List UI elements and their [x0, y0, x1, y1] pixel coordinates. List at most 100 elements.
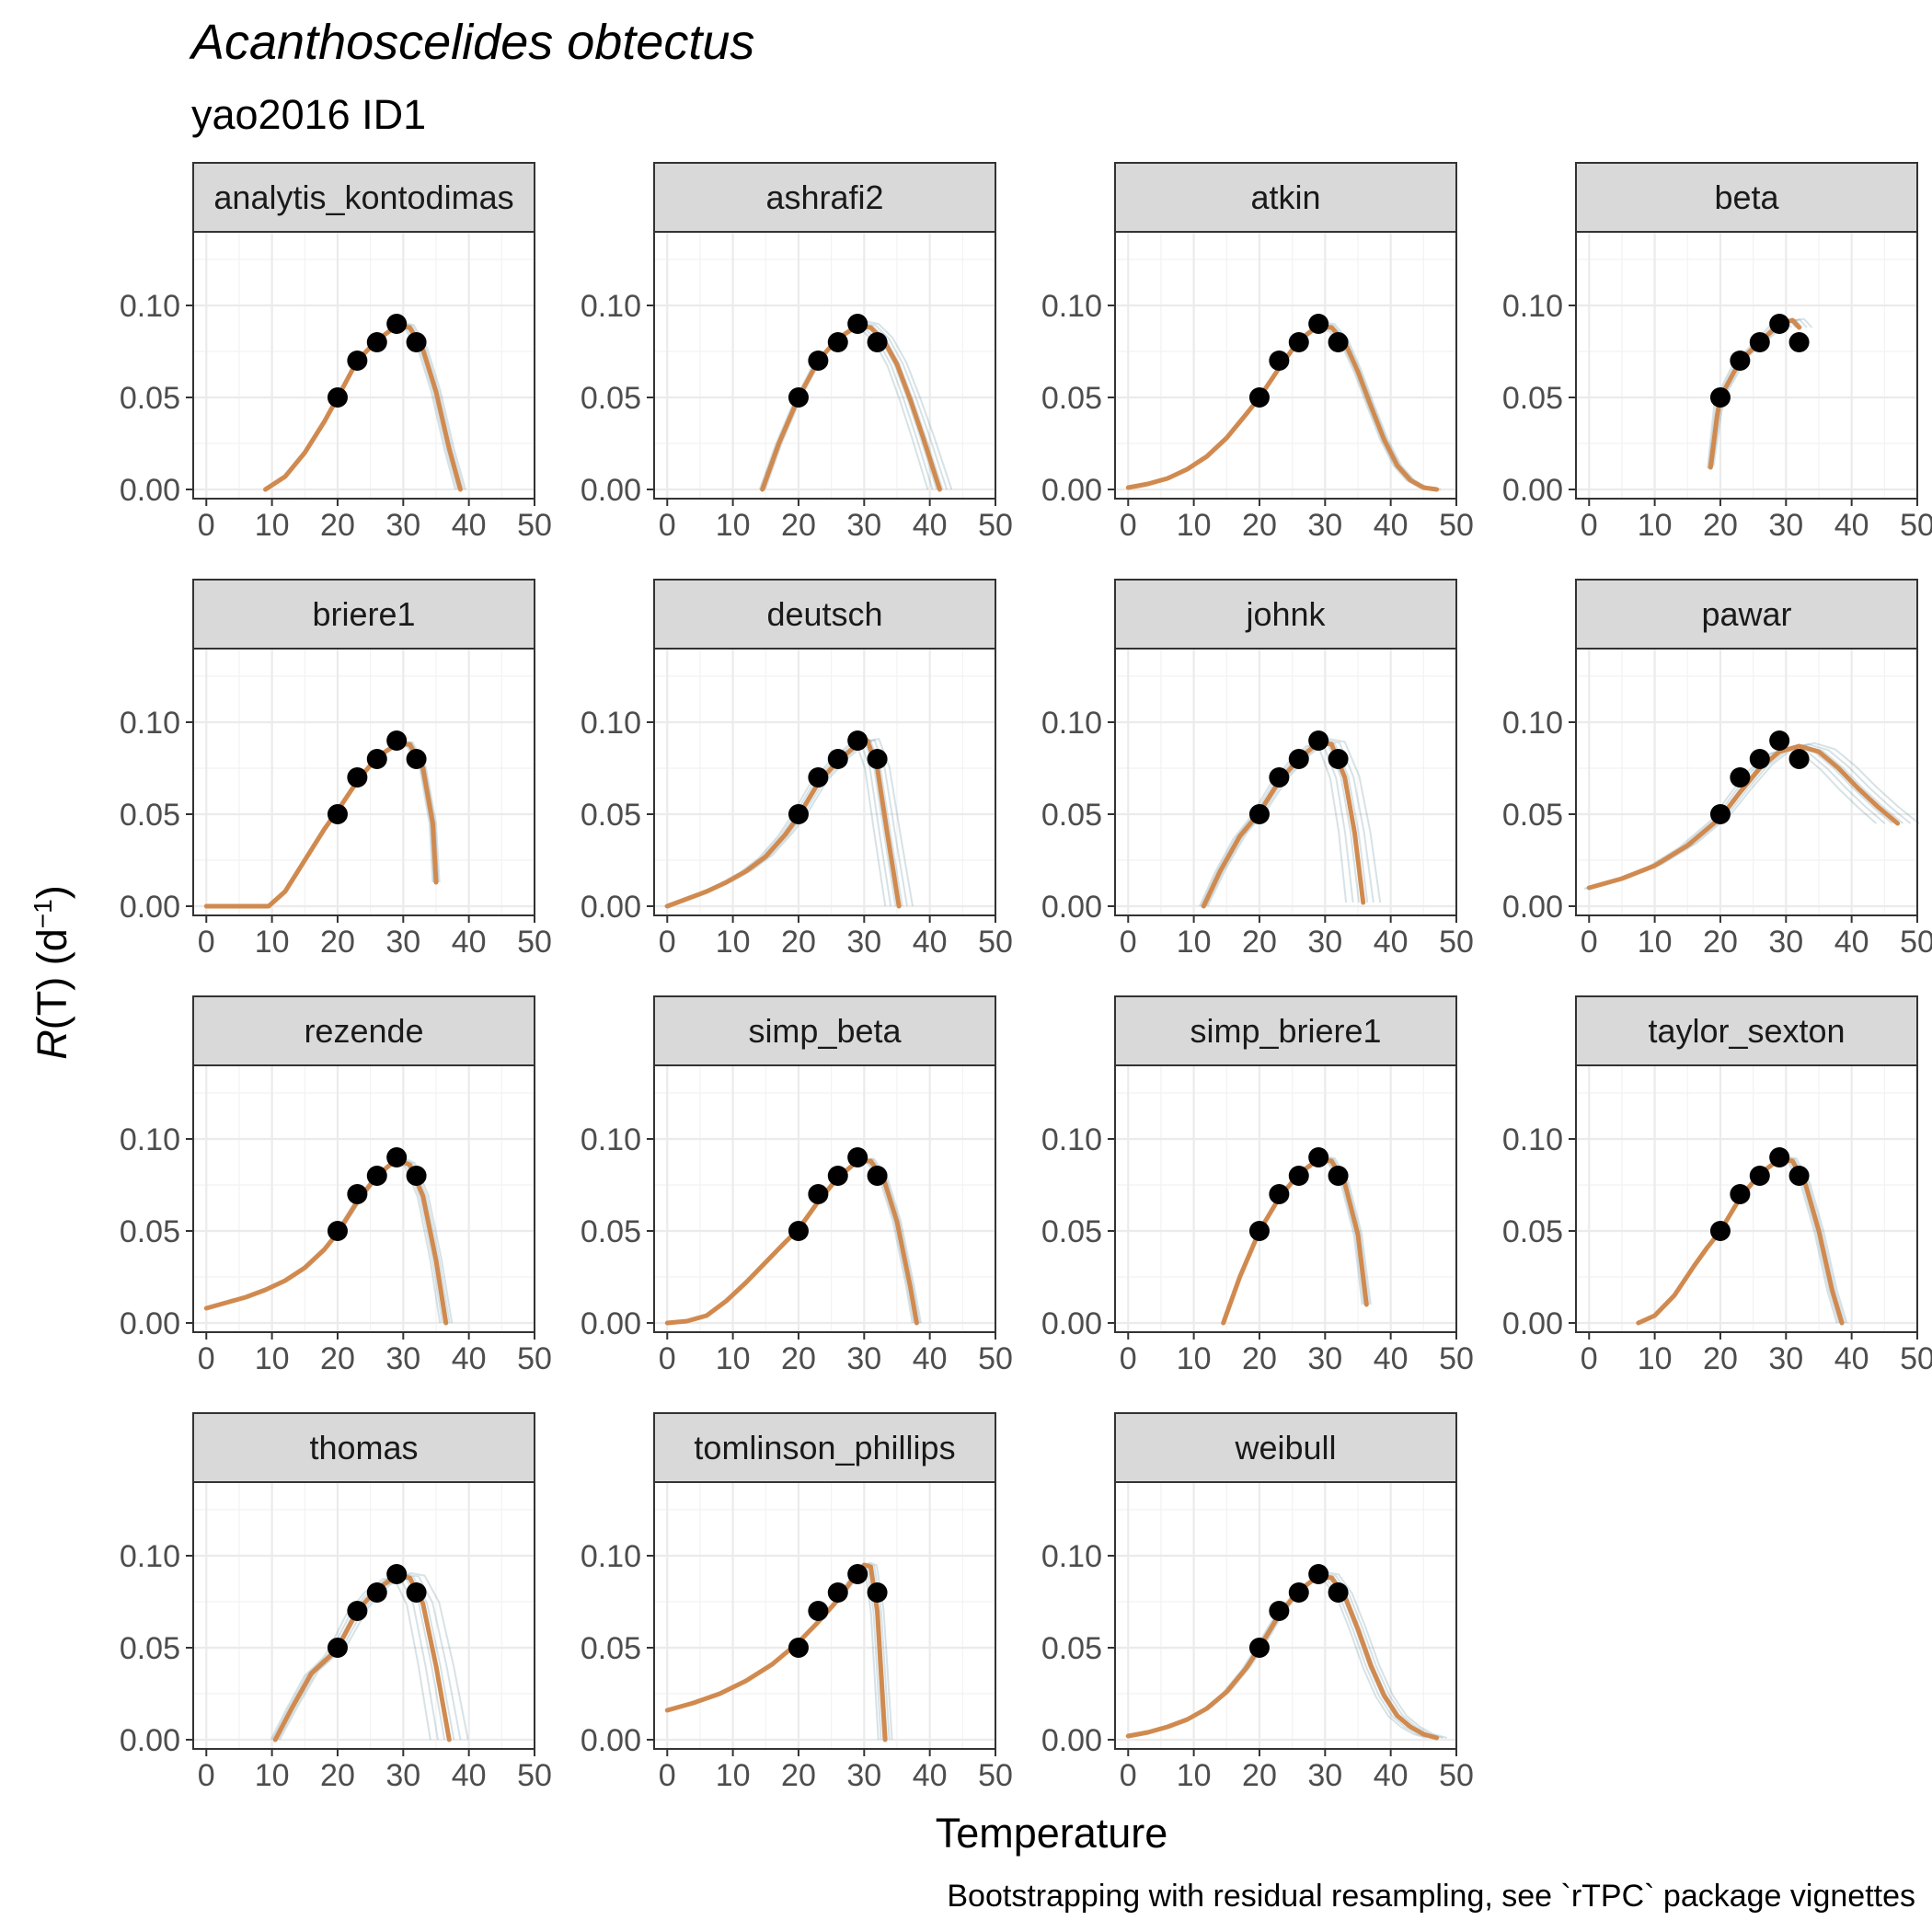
bootstrap-line	[1593, 742, 1920, 888]
y-tick-label: 0.00	[581, 473, 641, 508]
panel-border	[1114, 1481, 1457, 1750]
data-point	[1288, 749, 1309, 769]
y-tick-label: 0.00	[581, 890, 641, 925]
x-tick-label: 40	[913, 1758, 948, 1793]
x-tick-label: 0	[198, 1758, 215, 1793]
x-tick-label: 50	[978, 1758, 1013, 1793]
data-point	[827, 1166, 848, 1186]
facet-strip-label: atkin	[1250, 178, 1320, 216]
x-tick-label: 20	[1242, 1341, 1277, 1376]
panel-taylor-sexton: taylor_sexton 0 10 20 30 40 50 0.00 0.05 0.10	[1502, 995, 1932, 1376]
panel-border	[653, 231, 996, 500]
y-tick-label: 0.00	[1502, 1306, 1563, 1341]
x-tick-label: 0	[198, 508, 215, 543]
data-point	[386, 1564, 408, 1584]
panel-border	[653, 1064, 996, 1333]
data-point	[1269, 1184, 1290, 1204]
y-tick-label: 0.10	[1041, 1539, 1102, 1574]
data-point	[1749, 1166, 1770, 1186]
data-point	[1788, 1166, 1810, 1186]
x-tick-label: 0	[1581, 1341, 1598, 1376]
fit-line	[1221, 1156, 1369, 1326]
fit-line	[1125, 1573, 1440, 1741]
x-tick-label: 20	[320, 1341, 355, 1376]
x-tick-label: 50	[978, 508, 1013, 543]
x-tick-label: 10	[1177, 508, 1212, 543]
data-point	[867, 1582, 888, 1603]
panel-border	[192, 231, 535, 500]
facet-strip-label: simp_beta	[748, 1012, 902, 1050]
x-tick-label: 0	[1120, 508, 1137, 543]
y-axis-title-symbol: R	[29, 1029, 75, 1060]
data-point	[366, 1582, 387, 1603]
x-tick-label: 50	[517, 508, 552, 543]
y-tick-label: 0.10	[1502, 1122, 1563, 1157]
data-point	[1328, 332, 1349, 352]
data-point	[1769, 1147, 1790, 1167]
data-point	[847, 314, 868, 334]
panel-briere1: briere1 0 10 20 30 40 50 0.00 0.05 0.10	[120, 579, 552, 960]
x-tick-label: 10	[255, 925, 290, 960]
x-tick-label: 20	[1242, 508, 1277, 543]
data-point	[808, 1601, 829, 1621]
panel-border	[1575, 231, 1918, 500]
data-point	[1749, 749, 1770, 769]
x-tick-label: 30	[385, 1758, 420, 1793]
data-point	[327, 387, 348, 408]
data-point	[1288, 332, 1309, 352]
y-tick-label: 0.00	[1041, 890, 1102, 925]
facet-strip-label: briere1	[312, 595, 415, 633]
data-point	[808, 351, 829, 371]
x-tick-label: 50	[1900, 925, 1932, 960]
data-point	[386, 1147, 408, 1167]
x-tick-label: 40	[452, 1341, 487, 1376]
x-tick-label: 50	[517, 1758, 552, 1793]
x-tick-label: 0	[198, 925, 215, 960]
x-tick-label: 30	[1768, 1341, 1803, 1376]
y-tick-label: 0.05	[1041, 381, 1102, 416]
x-tick-label: 20	[320, 508, 355, 543]
x-tick-label: 30	[385, 508, 420, 543]
panel-rezende: rezende 0 10 20 30 40 50 0.00 0.05 0.10	[120, 995, 552, 1376]
x-tick-label: 40	[1374, 925, 1409, 960]
data-point	[1788, 332, 1810, 352]
data-point	[1730, 767, 1751, 788]
y-axis-title-body: (T) (d	[29, 928, 75, 1029]
data-point	[827, 332, 848, 352]
x-tick-label: 40	[913, 1341, 948, 1376]
data-point	[1269, 351, 1290, 371]
x-tick-label: 30	[1307, 925, 1342, 960]
x-tick-label: 40	[1834, 508, 1869, 543]
facet-strip-label: rezende	[304, 1012, 423, 1050]
x-tick-label: 40	[452, 1758, 487, 1793]
x-tick-label: 40	[1834, 1341, 1869, 1376]
panel-border	[1575, 648, 1918, 916]
x-tick-label: 0	[659, 1758, 676, 1793]
y-tick-label: 0.05	[1502, 1214, 1563, 1249]
data-point	[1709, 387, 1731, 408]
data-point	[808, 1184, 829, 1204]
data-point	[1328, 1166, 1349, 1186]
facet-panels: analytis_kontodimas 0 10 20 30 40 50 0.00 0.05 0.…	[120, 162, 1932, 1793]
x-tick-label: 40	[913, 925, 948, 960]
data-point	[406, 1582, 427, 1603]
x-tick-label: 40	[1374, 1341, 1409, 1376]
y-tick-label: 0.05	[120, 381, 180, 416]
data-point	[867, 332, 888, 352]
x-tick-label: 50	[1900, 508, 1932, 543]
data-point	[406, 749, 427, 769]
data-point	[1308, 730, 1329, 751]
x-tick-label: 10	[1177, 1341, 1212, 1376]
data-point	[1328, 749, 1349, 769]
facet-strip	[192, 162, 535, 233]
data-point	[827, 749, 848, 769]
y-tick-label: 0.10	[120, 289, 180, 324]
x-tick-label: 10	[716, 508, 751, 543]
data-point	[1730, 1184, 1751, 1204]
x-tick-label: 20	[1703, 925, 1738, 960]
fit-line	[272, 1573, 452, 1742]
data-point	[406, 1166, 427, 1186]
y-tick-label: 0.10	[1041, 289, 1102, 324]
facet-strip-label: deutsch	[766, 595, 882, 633]
